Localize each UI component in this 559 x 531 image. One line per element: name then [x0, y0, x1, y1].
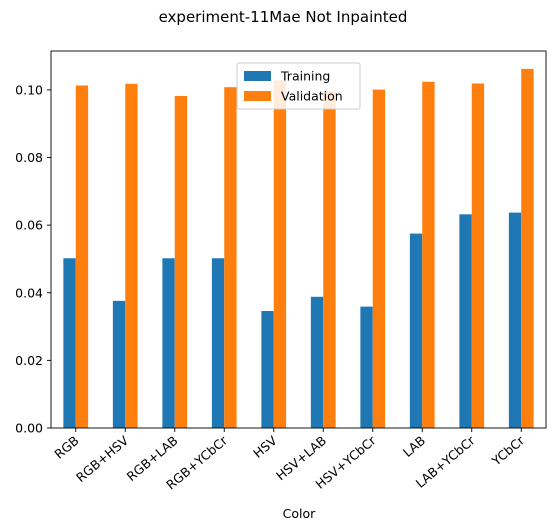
- y-tick-label: 0.08: [15, 150, 43, 165]
- bar-training-ycbcr: [508, 212, 522, 428]
- plot-frame: [50, 50, 547, 429]
- x-tick-label: LAB: [400, 433, 428, 460]
- y-tick-label: 0.06: [15, 218, 43, 233]
- bar-validation-lab: [422, 81, 435, 428]
- bars-group: [63, 68, 534, 429]
- y-tick-label: 0.00: [15, 421, 43, 436]
- bar-training-rgb: [63, 258, 76, 428]
- bar-validation-rgb-lab: [174, 95, 188, 428]
- x-tick-label: HSV: [250, 433, 280, 461]
- bar-training-hsv-ycbcr: [360, 306, 373, 428]
- chart-title: experiment-11Mae Not Inpainted: [159, 8, 408, 26]
- bar-validation-rgb-hsv: [125, 83, 138, 429]
- bar-training-rgb-ycbcr: [211, 258, 225, 428]
- bar-validation-hsv: [273, 80, 287, 429]
- legend-label-training: Training: [280, 69, 330, 84]
- x-tick-label: YCbCr: [488, 432, 528, 469]
- axes-group: [50, 50, 547, 429]
- y-axis-ticks: 0.00 0.02 0.04 0.06 0.08 0.10: [15, 82, 51, 436]
- bar-validation-ycbcr: [521, 68, 534, 429]
- legend-label-validation: Validation: [281, 89, 343, 104]
- x-tick-label: RGB: [51, 433, 81, 462]
- bar-validation-hsv-ycbcr: [372, 89, 386, 428]
- y-tick-label: 0.10: [15, 82, 43, 97]
- bar-training-rgb-hsv: [112, 300, 126, 428]
- legend-swatch-training: [244, 71, 271, 81]
- bar-training-hsv-lab: [310, 296, 324, 428]
- bar-training-rgb-lab: [162, 258, 175, 428]
- y-tick-label: 0.02: [15, 353, 43, 368]
- y-tick-label: 0.04: [15, 285, 43, 300]
- x-axis-title: Color: [283, 506, 316, 521]
- x-tick-label: RGB+HSV: [73, 433, 131, 485]
- bar-validation-rgb-ycbcr: [224, 87, 237, 429]
- bar-validation-lab-ycbcr: [471, 83, 485, 428]
- legend-swatch-validation: [244, 91, 271, 101]
- bar-validation-rgb: [75, 85, 89, 429]
- bar-training-lab-ycbcr: [459, 214, 472, 428]
- bar-training-lab: [409, 233, 423, 428]
- legend: Training Validation: [236, 62, 361, 110]
- bar-validation-hsv-lab: [323, 90, 336, 429]
- bar-training-hsv: [261, 311, 274, 428]
